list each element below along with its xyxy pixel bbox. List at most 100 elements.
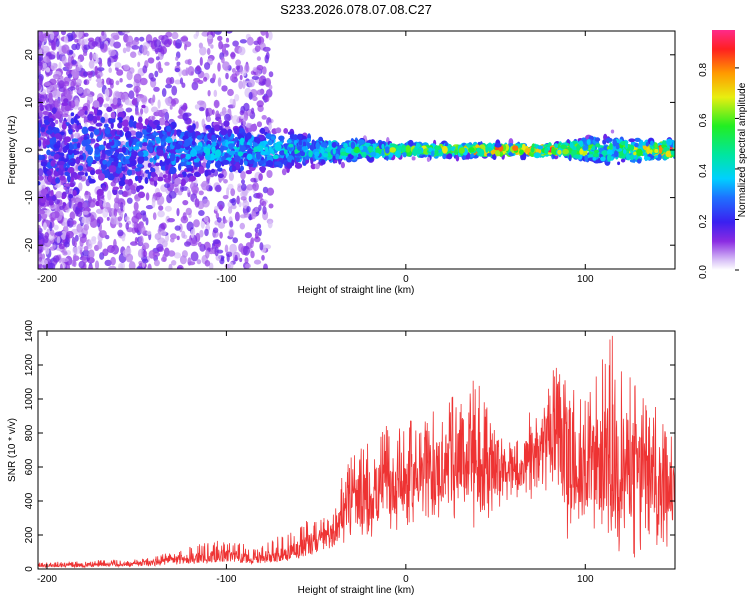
spectrogram-cell (46, 85, 51, 94)
spectrogram-cell (48, 199, 54, 206)
spectrogram-cell (77, 58, 81, 68)
spectrogram-cell (142, 142, 148, 147)
spectrogram-cell (142, 250, 148, 258)
spectrogram-cell (122, 47, 127, 54)
spectrogram-cell (256, 64, 264, 71)
spectrogram-cell (142, 242, 150, 250)
spectrogram-cell (137, 191, 146, 199)
spectrogram-cell (158, 117, 166, 126)
spectrogram-cell (357, 139, 365, 145)
spectrogram-cell (252, 182, 259, 192)
spectrogram-cell (210, 127, 215, 135)
spectrogram-cell (666, 138, 673, 146)
spectrogram-cell (217, 136, 222, 142)
spectrogram-cell (523, 148, 531, 153)
spectrogram-cell (254, 206, 259, 212)
spectrogram-cell (176, 208, 180, 217)
spectrogram-cell (642, 142, 647, 146)
y-tick-label: 1200 (24, 353, 35, 376)
spectrogram-cell (220, 128, 228, 136)
spectrogram-cell (222, 61, 230, 71)
spectrogram-cell (194, 198, 200, 208)
spectrogram-cell (230, 51, 236, 60)
spectrogram-y-ticks: -20 -10 0 10 20 (24, 49, 675, 252)
spectrogram-cell (184, 138, 191, 147)
spectrogram-cell (242, 245, 250, 256)
spectrogram-cell (253, 259, 262, 265)
spectrogram-cell (38, 139, 42, 147)
spectrogram-cell (455, 154, 460, 162)
spectrogram-cell (544, 147, 549, 155)
spectrogram-cell (98, 144, 105, 151)
spectrogram-cell (190, 251, 199, 262)
spectrogram-cell (186, 221, 194, 232)
spectrogram-cell (654, 143, 658, 149)
spectrogram-cell (214, 31, 222, 35)
spectrogram-cell (58, 160, 65, 166)
spectrogram-cell (242, 116, 246, 126)
spectrogram-cell (38, 224, 41, 230)
spectrogram-cell (240, 165, 244, 172)
spectrogram-cell (161, 88, 167, 97)
spectrogram-cell (612, 139, 617, 147)
spectrogram-cell (267, 139, 273, 146)
spectrogram-cell (381, 149, 385, 157)
spectrogram-cell (59, 175, 66, 181)
spectrogram-cell (240, 196, 247, 201)
spectrogram-cell (288, 143, 294, 148)
spectrogram-cell (138, 116, 143, 124)
spectrogram-cell (85, 190, 89, 196)
spectrogram-cell (100, 116, 106, 123)
spectrogram-cell (61, 31, 66, 36)
spectrogram-cell (102, 208, 109, 218)
spectrogram-cell (254, 45, 261, 52)
spectrogram-cell (308, 150, 313, 158)
spectrogram-cell (155, 56, 160, 61)
spectrogram-cell (62, 217, 69, 227)
spectrogram-cell (68, 100, 76, 109)
spectrogram-cell (137, 61, 141, 68)
spectrogram-cell (68, 49, 74, 55)
spectrogram-cell (117, 161, 122, 168)
spectrogram-cell (332, 147, 336, 155)
spectrogram-cell (174, 79, 182, 85)
spectrogram-cell (234, 136, 238, 142)
spectrogram-cell (458, 147, 465, 154)
spectrogram-cell (83, 32, 89, 37)
spectrogram-cell (53, 127, 60, 135)
spectrogram-cell (223, 179, 228, 184)
spectrogram-cell (238, 46, 246, 56)
spectrogram-cell (267, 220, 273, 229)
spectrogram-cell (110, 215, 117, 225)
x-tick-label: -100 (216, 274, 236, 285)
spectrogram-cell (219, 231, 223, 239)
spectrogram-cell (217, 167, 223, 172)
spectrogram-cell (145, 169, 150, 174)
spectrogram-cell (61, 44, 70, 54)
spectrogram-cell (142, 65, 148, 74)
spectrogram-cell (199, 229, 204, 238)
spectrogram-cell (117, 122, 123, 129)
spectrogram-cell (174, 225, 181, 231)
spectrogram-cell (125, 155, 130, 160)
y-tick-label: 600 (24, 458, 35, 475)
spectrogram-cell (101, 162, 108, 170)
spectrogram-cell (68, 194, 74, 199)
spectrogram-cell (180, 153, 186, 159)
spectrogram-cell (211, 141, 217, 147)
spectrogram-cell (205, 124, 212, 129)
spectrogram-cell (180, 178, 186, 187)
spectrogram-cell (147, 263, 152, 269)
spectrogram-cell (345, 146, 353, 154)
y-tick-label: 10 (24, 96, 35, 108)
spectrogram-cell (231, 197, 237, 206)
spectrogram-cell (146, 230, 152, 235)
spectrogram-cell (66, 217, 74, 228)
spectrogram-cell (402, 152, 407, 158)
spectrogram-cell (242, 79, 246, 89)
spectrogram-cell (126, 169, 133, 176)
spectrogram-cell (131, 215, 139, 224)
spectrogram-cell (591, 145, 596, 151)
spectrogram-cell (254, 231, 259, 239)
spectrogram-cell (78, 154, 84, 160)
